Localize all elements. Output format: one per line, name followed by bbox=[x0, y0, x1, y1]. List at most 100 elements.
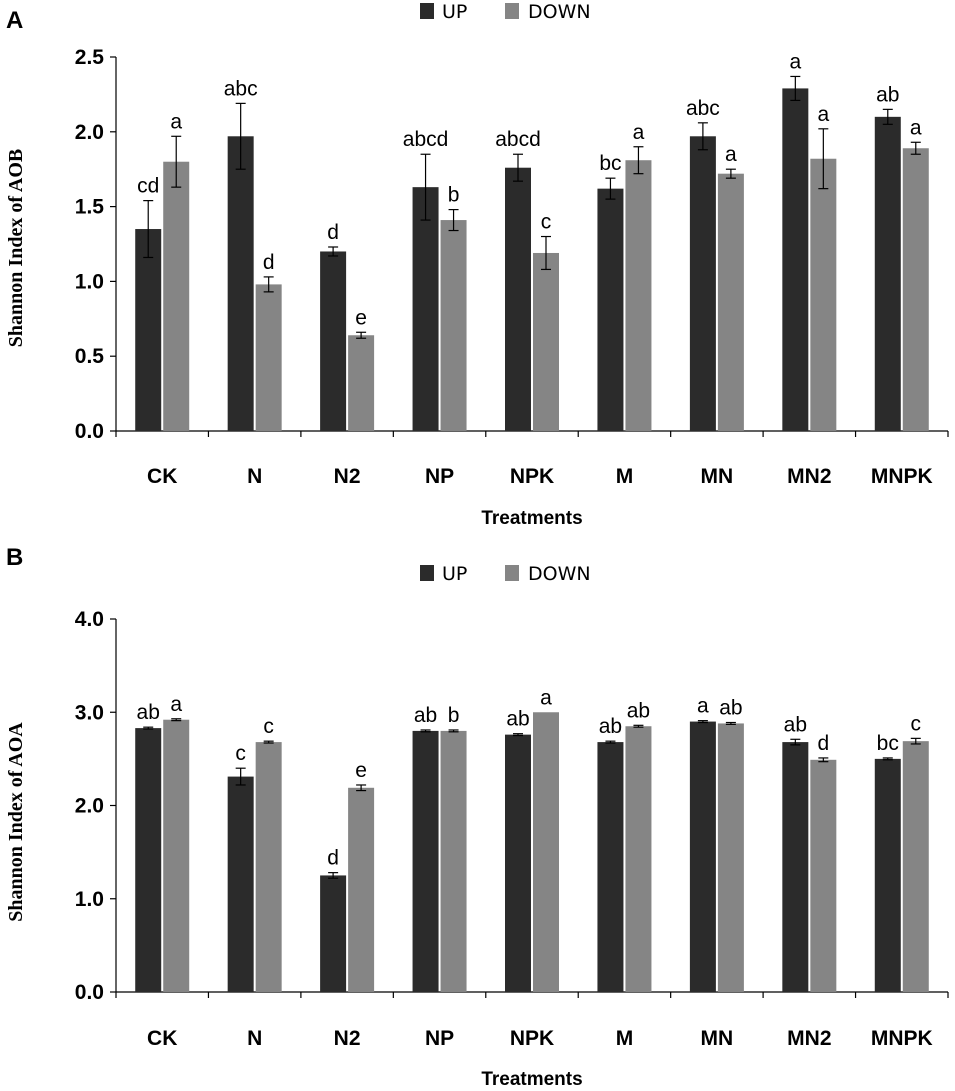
y-tick-label: 2.0 bbox=[75, 121, 104, 144]
bar-up-n bbox=[227, 776, 254, 992]
legend-label-up: UP bbox=[442, 563, 467, 585]
significance-label: abc bbox=[686, 97, 720, 120]
y-tick-label: 0.0 bbox=[75, 420, 104, 443]
x-axis-label: Treatments bbox=[481, 508, 582, 529]
x-tick-label: MN2 bbox=[787, 1027, 831, 1050]
bar-up-n bbox=[227, 136, 254, 431]
bar-up-mnpk bbox=[874, 758, 901, 992]
bar-down-n bbox=[255, 284, 282, 431]
significance-label: a bbox=[817, 103, 829, 126]
bar-up-m bbox=[597, 742, 624, 992]
y-tick-label: 0.5 bbox=[75, 345, 105, 368]
bar-up-n2 bbox=[320, 875, 347, 992]
bar-down-m bbox=[625, 160, 652, 431]
bar-up-mn2 bbox=[782, 742, 809, 992]
x-tick-label: MN2 bbox=[787, 465, 831, 488]
significance-label: ab bbox=[599, 715, 622, 738]
x-tick-label: MN bbox=[701, 465, 734, 488]
y-axis-label: Shannon Index of AOA bbox=[5, 722, 27, 922]
y-tick-label: 0.0 bbox=[75, 981, 104, 1004]
significance-label: bc bbox=[599, 152, 621, 175]
bar-down-ck bbox=[163, 719, 190, 992]
legend-label-down: DOWN bbox=[528, 1, 591, 23]
significance-label: d bbox=[263, 251, 275, 274]
significance-label: ab bbox=[627, 699, 650, 722]
x-tick-label: N2 bbox=[334, 1027, 361, 1050]
significance-label: abcd bbox=[403, 128, 449, 151]
x-tick-label: CK bbox=[147, 1027, 177, 1050]
significance-label: a bbox=[170, 693, 182, 716]
bar-up-ck bbox=[135, 728, 162, 992]
y-tick-label: 1.0 bbox=[75, 888, 104, 911]
significance-label: ab bbox=[719, 697, 742, 720]
significance-label: d bbox=[327, 847, 339, 870]
x-tick-label: MN bbox=[701, 1027, 734, 1050]
significance-label: a bbox=[540, 686, 552, 709]
bar-down-n2 bbox=[348, 787, 375, 992]
significance-label: a bbox=[725, 143, 737, 166]
x-tick-label: CK bbox=[147, 465, 177, 488]
bar-up-np bbox=[412, 730, 439, 992]
bar-up-mn bbox=[689, 721, 716, 992]
bar-up-n2 bbox=[320, 251, 347, 431]
significance-label: b bbox=[448, 184, 460, 207]
legend-label-up: UP bbox=[442, 1, 467, 23]
bar-down-np bbox=[440, 220, 467, 431]
y-tick-label: 1.5 bbox=[75, 196, 105, 219]
significance-label: a bbox=[633, 121, 645, 144]
panel-letter-a: A bbox=[6, 7, 23, 34]
significance-label: abc bbox=[224, 77, 258, 100]
significance-label: ab bbox=[414, 704, 437, 727]
significance-label: bc bbox=[877, 732, 899, 755]
x-tick-label: M bbox=[616, 465, 634, 488]
legend-label-down: DOWN bbox=[528, 563, 591, 585]
bar-down-mn2 bbox=[810, 759, 837, 992]
y-axis-label: Shannon Index of AOB bbox=[5, 149, 27, 347]
significance-label: c bbox=[263, 715, 274, 738]
bar-down-n2 bbox=[348, 335, 375, 431]
bar-down-n bbox=[255, 742, 282, 992]
legend-swatch-down bbox=[505, 565, 519, 581]
x-tick-label: NPK bbox=[510, 1027, 554, 1050]
bar-down-mnpk bbox=[902, 741, 929, 992]
significance-label: a bbox=[170, 110, 182, 133]
significance-label: ab bbox=[784, 713, 807, 736]
legend-swatch-down bbox=[505, 3, 519, 19]
x-tick-label: NP bbox=[425, 465, 454, 488]
significance-label: b bbox=[448, 704, 460, 727]
bar-up-mn bbox=[689, 136, 716, 431]
panel-a: A UP DOWN Shannon Index of AOB Treatment… bbox=[5, 1, 949, 529]
x-tick-label: M bbox=[616, 1027, 634, 1050]
bar-down-ck bbox=[163, 161, 190, 431]
bar-down-mn2 bbox=[810, 158, 837, 431]
bar-up-ck bbox=[135, 229, 162, 431]
significance-label: ab bbox=[137, 701, 160, 724]
bar-down-m bbox=[625, 726, 652, 992]
x-tick-label: NPK bbox=[510, 465, 554, 488]
y-tick-label: 3.0 bbox=[75, 701, 104, 724]
x-tick-label: NP bbox=[425, 1027, 454, 1050]
y-tick-label: 2.5 bbox=[75, 46, 105, 69]
panel-b: B UP DOWN Shannon Index of AOA Treatment… bbox=[5, 544, 949, 1090]
bar-up-mnpk bbox=[874, 116, 901, 431]
significance-label: c bbox=[235, 742, 246, 765]
significance-label: e bbox=[355, 306, 367, 329]
panel-letter-b: B bbox=[6, 544, 23, 571]
x-tick-label: MNPK bbox=[871, 465, 933, 488]
significance-label: e bbox=[355, 759, 367, 782]
significance-label: ab bbox=[506, 708, 529, 731]
significance-label: c bbox=[541, 211, 552, 234]
x-axis-label: Treatments bbox=[481, 1069, 582, 1090]
bar-up-npk bbox=[505, 167, 531, 432]
bar-down-np bbox=[440, 730, 467, 992]
significance-label: abcd bbox=[495, 128, 541, 151]
bar-up-np bbox=[412, 187, 439, 431]
y-tick-label: 4.0 bbox=[75, 608, 104, 631]
significance-label: a bbox=[910, 116, 922, 139]
bar-up-mn2 bbox=[782, 88, 809, 431]
x-tick-label: MNPK bbox=[871, 1027, 933, 1050]
legend-swatch-up bbox=[420, 3, 434, 19]
bar-up-npk bbox=[505, 734, 531, 992]
significance-label: a bbox=[697, 695, 709, 718]
x-tick-label: N bbox=[247, 1027, 262, 1050]
